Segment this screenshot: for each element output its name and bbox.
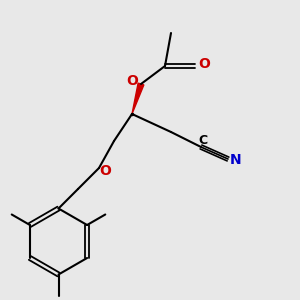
Text: N: N [230,154,241,167]
Text: O: O [126,74,138,88]
Polygon shape [132,83,144,114]
Text: O: O [198,58,210,71]
Text: O: O [99,164,111,178]
Text: C: C [198,134,207,148]
